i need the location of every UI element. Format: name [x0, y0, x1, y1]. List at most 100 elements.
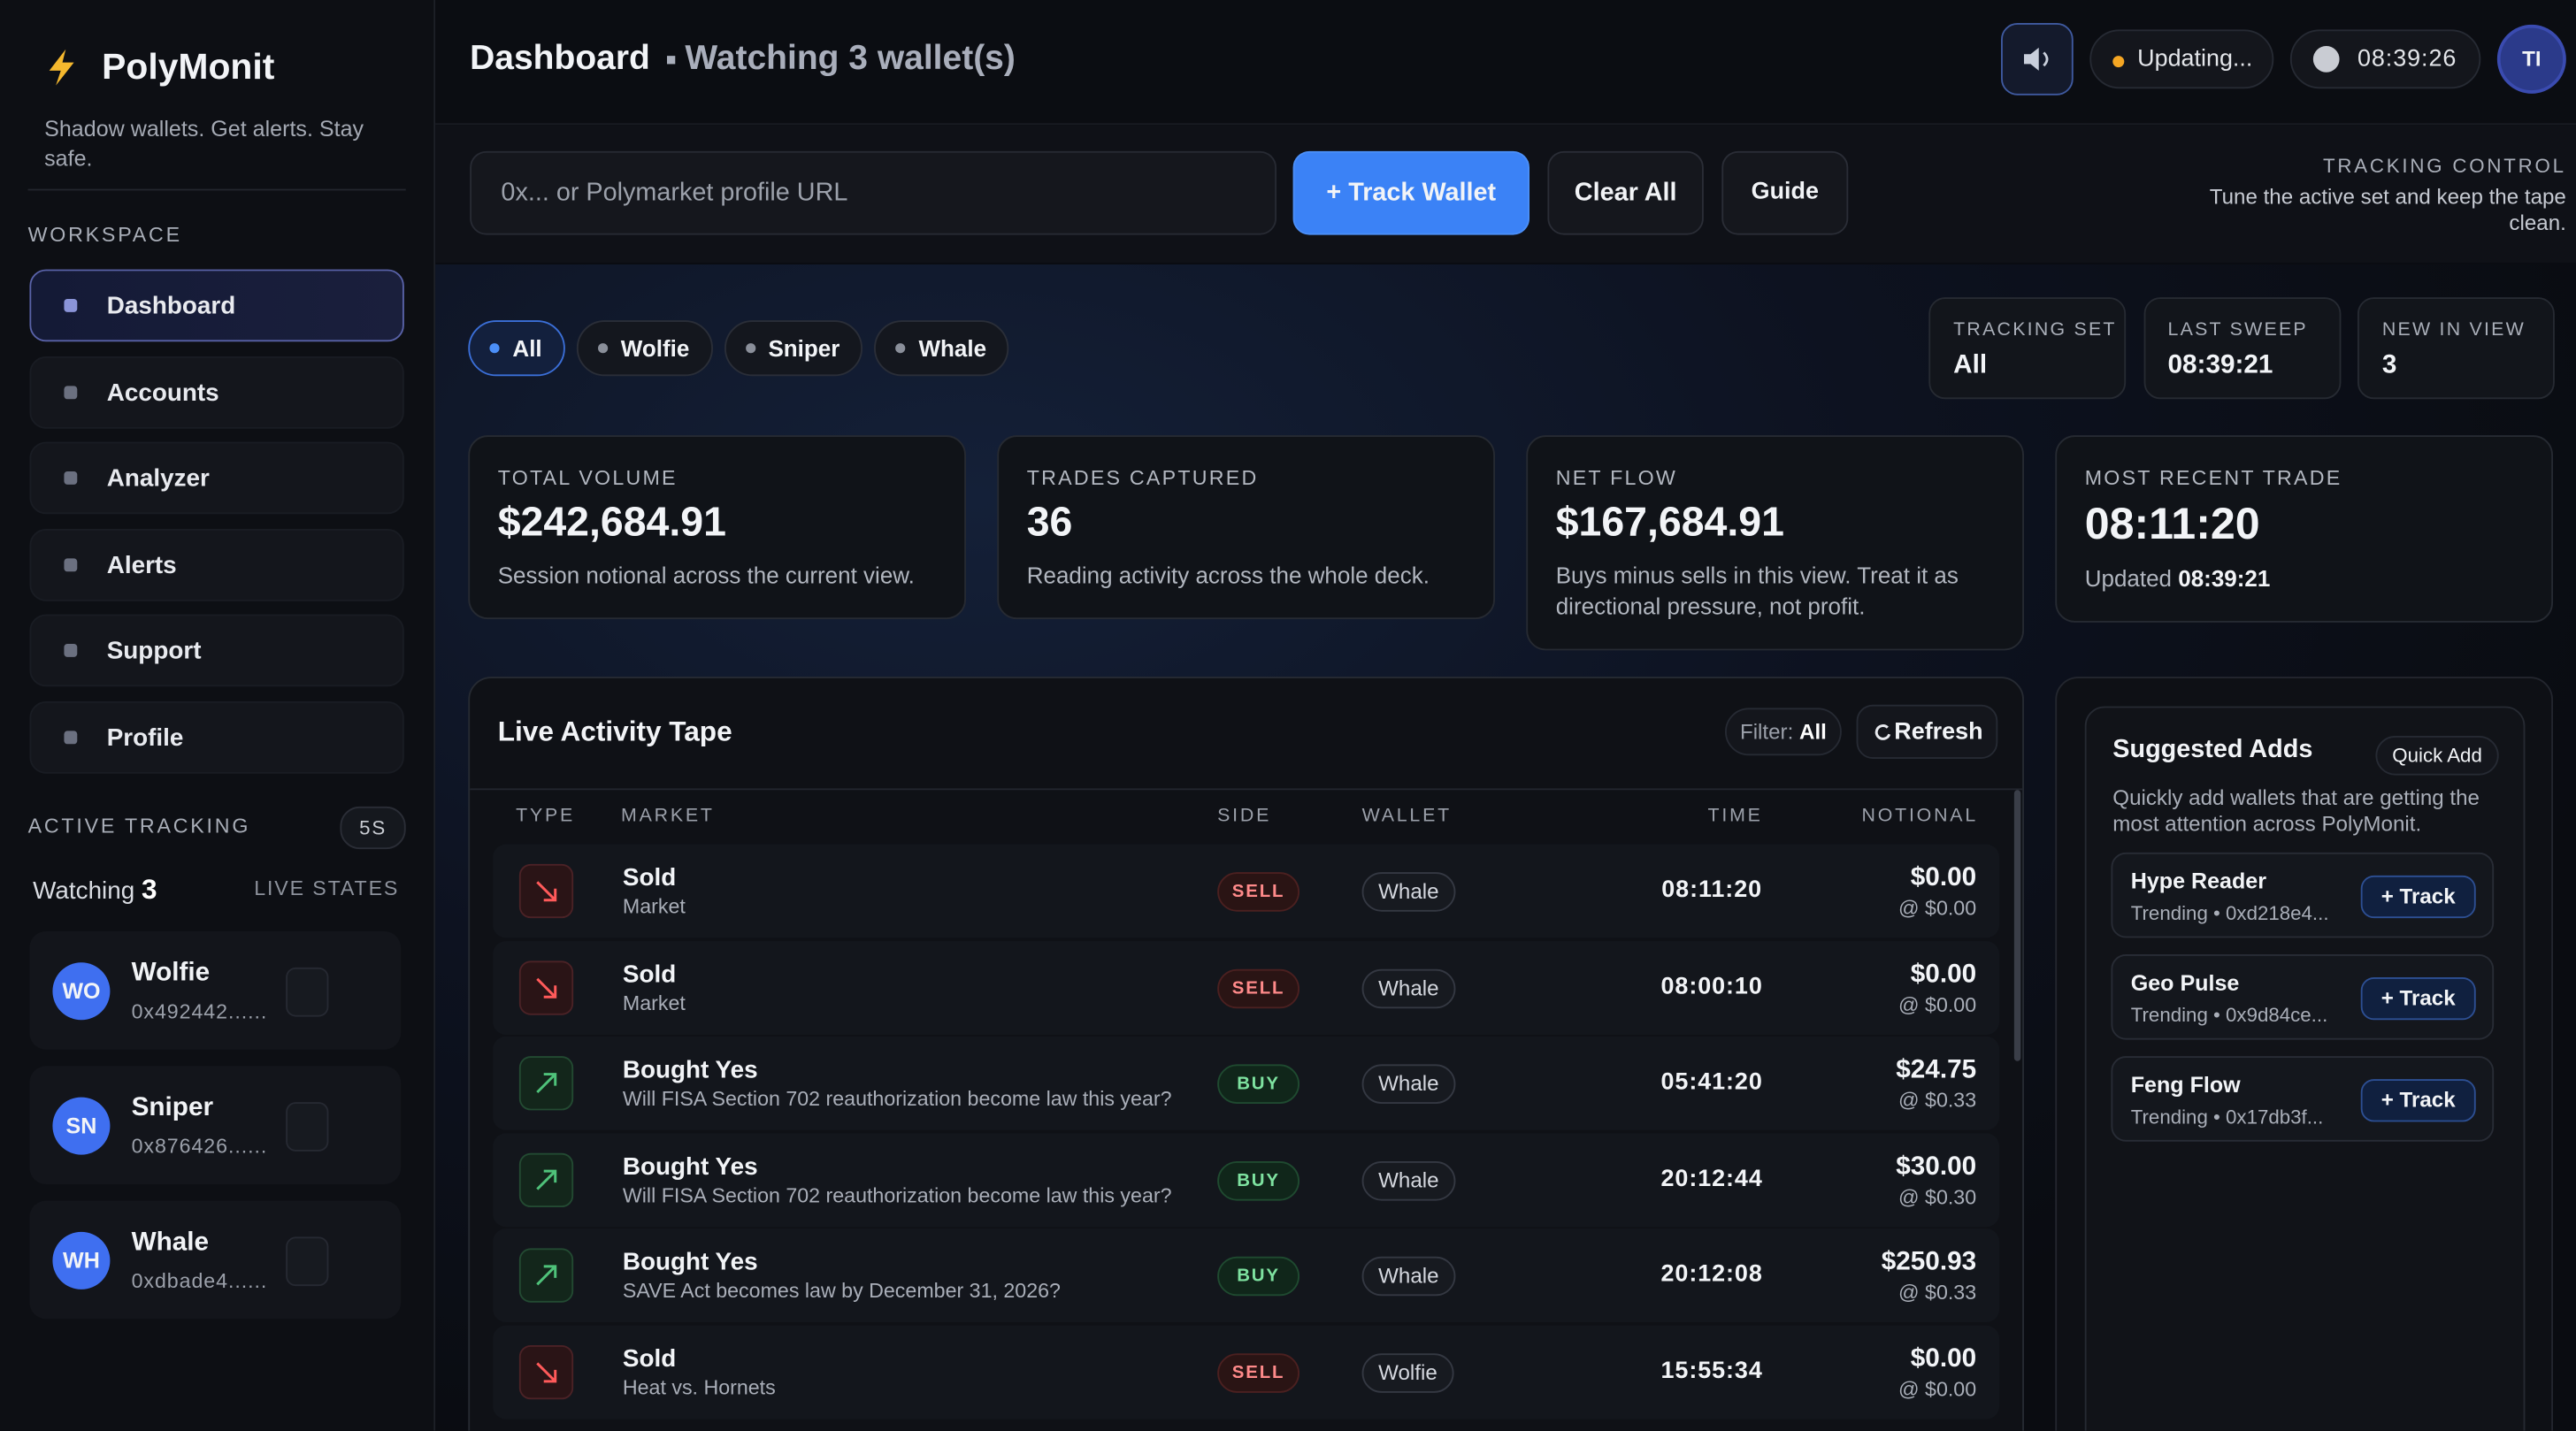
nav-item[interactable]: Profile — [29, 701, 404, 774]
kpi-note-text: Session notional across the current view… — [497, 562, 915, 588]
logo-bolt — [49, 49, 74, 86]
tape-divider — [470, 788, 2023, 791]
watching: Watching 3 — [33, 874, 157, 907]
wallet-badge: Whale — [1361, 872, 1456, 912]
nav-label: Alerts — [106, 551, 177, 580]
scrollbar[interactable] — [2013, 790, 2021, 1061]
trade-row[interactable]: Sold Market SELL Whale 08:00:10 $0.00 @ $0.00 — [493, 940, 2000, 1035]
sound-button[interactable] — [2001, 23, 2074, 96]
wallet-card[interactable]: WH Whale 0xdbade4...... — [29, 1200, 402, 1320]
user-avatar[interactable]: TI — [2496, 24, 2566, 94]
trade-market: SAVE Act becomes law by December 31, 202… — [622, 1280, 1061, 1304]
trade-price: @ $0.30 — [1898, 1185, 1977, 1209]
filter-chip[interactable]: Sniper — [724, 320, 863, 377]
status-card: TRACKING SET All — [1928, 297, 2127, 400]
nav-item[interactable]: Alerts — [29, 528, 404, 601]
trade-icon — [518, 1249, 574, 1304]
nav-item[interactable]: Dashboard — [29, 269, 404, 342]
trade-time: 08:00:10 — [1660, 973, 1763, 1000]
trade-arrow — [536, 1073, 557, 1094]
trade-row[interactable]: Bought Yes SAVE Act becomes law by Decemb… — [493, 1228, 2000, 1323]
suggested-item: Hype Reader Trending • 0xd218e4... + Track — [2111, 852, 2495, 938]
suggested-title: Suggested Adds — [2112, 736, 2313, 764]
suggested-item: Geo Pulse Trending • 0x9d84ce... + Track — [2111, 954, 2495, 1040]
clear-all-button[interactable]: Clear All — [1547, 150, 1704, 235]
kpi-note-value: 08:39:21 — [2178, 564, 2271, 592]
trade-icon — [518, 1345, 574, 1400]
workspace-label: WORKSPACE — [27, 223, 182, 247]
wallet-input[interactable]: 0x... or Polymarket profile URL — [470, 150, 1277, 235]
wallet-address: 0xdbade4...... — [131, 1269, 268, 1293]
track-button[interactable]: + Track — [2360, 1079, 2476, 1122]
status-value: 3 — [2381, 351, 2397, 380]
wallet-address: 0x876426...... — [131, 1135, 268, 1159]
filter-pill[interactable]: Filter: All — [1725, 708, 1842, 756]
kpi-value: $167,684.91 — [1555, 499, 1784, 546]
nav-label: Analyzer — [106, 464, 210, 494]
suggested-card: Suggested Adds Quick Add Quickly add wal… — [2084, 706, 2526, 1431]
status-pill: Updating... — [2089, 29, 2274, 89]
trade-row[interactable]: Bought Yes Will FISA Section 702 reauthor… — [493, 1133, 2000, 1227]
nav-item[interactable]: Accounts — [29, 356, 404, 428]
kpi-note: Reading activity across the whole deck. — [1027, 560, 1466, 591]
trade-time: 20:12:44 — [1660, 1166, 1763, 1192]
wallet-badge: Whale — [1361, 968, 1456, 1008]
filter-chip[interactable]: All — [468, 320, 565, 377]
trade-price: @ $0.00 — [1898, 1378, 1977, 1402]
suggested-item: Feng Flow Trending • 0x17db3f... + Track — [2111, 1056, 2495, 1142]
kpi-note-text: Reading activity across the whole deck. — [1026, 562, 1430, 588]
kpi-card: TRADES CAPTURED 36 Reading activity across… — [997, 435, 1496, 620]
filter-chip[interactable]: Whale — [874, 320, 1010, 377]
track-button[interactable]: + Track — [2360, 875, 2476, 919]
kpi-note-text: Updated — [2084, 564, 2173, 592]
trade-row[interactable]: Sold Heat vs. Hornets SELL Wolfie 15:55:34 $0… — [493, 1325, 2000, 1420]
drag-handle[interactable] — [286, 967, 329, 1017]
trade-action: Sold — [622, 960, 677, 989]
side-badge: SELL — [1217, 872, 1300, 912]
trade-time: 15:55:34 — [1660, 1358, 1763, 1385]
nav-icon — [64, 731, 78, 745]
trade-arrow — [536, 1362, 557, 1383]
trade-market: Will FISA Section 702 reauthorization be… — [622, 1087, 1172, 1111]
activity-tape: Live Activity Tape Filter: All Refresh T… — [468, 677, 2025, 1431]
trade-row[interactable]: Sold Market SELL Whale 08:11:20 $0.00 @ $0.00 — [493, 844, 2000, 938]
guide-button[interactable]: Guide — [1721, 150, 1849, 235]
wallet-avatar: WO — [52, 962, 111, 1021]
quick-add-button[interactable]: Quick Add — [2375, 736, 2499, 776]
refresh-button[interactable]: Refresh — [1856, 704, 1998, 760]
trade-action: Bought Yes — [622, 1056, 758, 1085]
kpi-note: Updated 08:39:21 — [2085, 563, 2524, 594]
filter-label: All — [512, 334, 542, 362]
track-button[interactable]: + Track — [2360, 977, 2476, 1021]
trade-market: Will FISA Section 702 reauthorization be… — [622, 1183, 1172, 1207]
track-wallet-button[interactable]: + Track Wallet — [1292, 150, 1530, 235]
kpi-card: TOTAL VOLUME $242,684.91 Session notional … — [468, 435, 967, 620]
trade-price: @ $0.00 — [1898, 897, 1977, 921]
drag-handle[interactable] — [286, 1236, 329, 1287]
filter-label: Wolfie — [620, 334, 690, 362]
filter-chip[interactable]: Wolfie — [576, 320, 713, 377]
wallet-address: 0x492442...... — [131, 1000, 268, 1024]
title-separator — [667, 56, 676, 65]
filter-dot — [489, 343, 500, 354]
nav-icon — [64, 558, 78, 571]
wallet-card[interactable]: WO Wolfie 0x492442...... — [29, 931, 402, 1050]
drag-handle[interactable] — [286, 1102, 329, 1152]
column-header: NOTIONAL — [1861, 806, 1979, 827]
side-badge: SELL — [1217, 968, 1300, 1008]
trade-arrow — [536, 881, 557, 902]
side-badge: BUY — [1217, 1257, 1300, 1297]
status-card: NEW IN VIEW 3 — [2358, 297, 2555, 400]
trade-arrow — [536, 1169, 557, 1190]
trade-market: Market — [622, 895, 686, 919]
trade-action: Sold — [622, 863, 677, 892]
status-value: 08:39:21 — [2167, 351, 2273, 380]
trade-icon — [518, 863, 574, 919]
trade-row[interactable]: Bought Yes Will FISA Section 702 reauthor… — [493, 1037, 2000, 1131]
nav-item[interactable]: Support — [29, 615, 404, 688]
nav-icon — [64, 385, 78, 399]
nav-item[interactable]: Analyzer — [29, 441, 404, 515]
clock-pill: 08:39:26 — [2289, 29, 2481, 89]
wallet-card[interactable]: SN Sniper 0x876426...... — [29, 1066, 402, 1185]
